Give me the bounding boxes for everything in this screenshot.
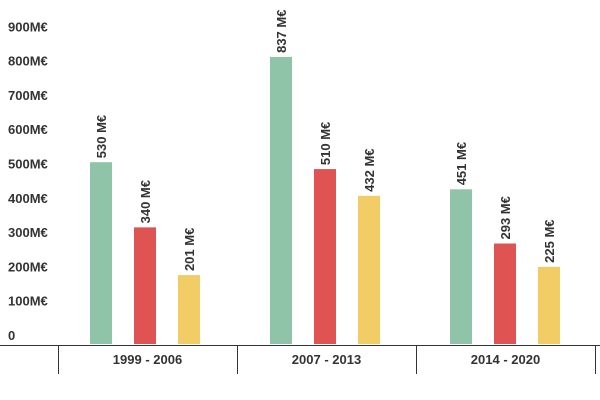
bar [358, 195, 380, 344]
data-label: 837 M€ [274, 10, 289, 53]
y-tick-label: 600M€ [8, 122, 48, 137]
bar [90, 162, 112, 344]
bar [538, 266, 560, 344]
x-axis [0, 345, 600, 374]
bar [134, 227, 156, 344]
y-axis-ticks: 0 100M€ 200M€ 300M€ 400M€ 500M€ 600M€ 700M€ 800M… [8, 19, 48, 343]
bar [450, 189, 472, 344]
y-tick-label: 700M€ [8, 88, 48, 103]
data-label: 451 M€ [454, 142, 469, 185]
bar [494, 243, 516, 344]
data-label: 432 M€ [362, 148, 377, 191]
data-label: 530 M€ [94, 115, 109, 158]
y-tick-label: 300M€ [8, 225, 48, 240]
y-tick-label: 900M€ [8, 19, 48, 34]
x-category-label: 2007 - 2013 [292, 352, 361, 367]
x-axis-category-labels: 1999 - 2006 2007 - 2013 2014 - 2020 [113, 352, 540, 367]
y-tick-label: 500M€ [8, 157, 48, 172]
data-label: 293 M€ [498, 196, 513, 239]
data-label: 340 M€ [138, 180, 153, 223]
y-tick-label: 100M€ [8, 294, 48, 309]
data-label: 201 M€ [182, 228, 197, 271]
bar [270, 56, 292, 345]
y-tick-label: 400M€ [8, 191, 48, 206]
data-label: 510 M€ [318, 122, 333, 165]
bar [178, 275, 200, 344]
x-category-label: 1999 - 2006 [113, 352, 182, 367]
y-tick-label: 200M€ [8, 259, 48, 274]
data-labels: 530 M€ 340 M€ 201 M€ 837 M€ 510 M€ 432 M€ 451 … [94, 10, 557, 272]
bar-groups [90, 56, 560, 345]
data-label: 225 M€ [542, 219, 557, 262]
bar [314, 169, 336, 344]
x-category-label: 2014 - 2020 [471, 352, 540, 367]
y-tick-label: 800M€ [8, 54, 48, 69]
y-tick-label: 0 [8, 328, 15, 343]
